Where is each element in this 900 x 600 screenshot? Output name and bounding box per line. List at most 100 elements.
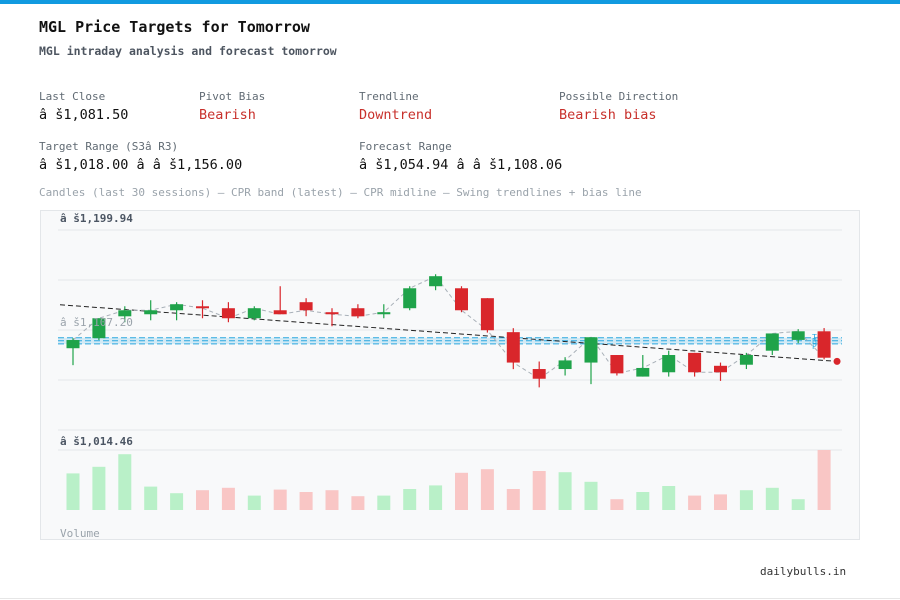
chart-caption: Candles (last 30 sessions) – CPR band (l…	[39, 186, 642, 199]
bias-endpoint	[833, 357, 841, 365]
chart-panel	[40, 210, 860, 540]
bias-trendline	[59, 304, 838, 362]
volume-bar	[455, 472, 468, 510]
candle-body	[144, 310, 158, 315]
page-subtitle: MGL intraday analysis and forecast tomor…	[39, 44, 337, 58]
candle-body	[817, 331, 831, 358]
candle-body	[351, 308, 365, 317]
volume-layer	[66, 450, 831, 510]
candle-body	[506, 332, 520, 363]
y-label-top: â š1,199.94	[60, 212, 133, 225]
stat-value: Bearish	[199, 107, 256, 123]
candle-body	[118, 310, 132, 317]
stat-trendline: Trendline Downtrend	[359, 90, 432, 124]
candle-body	[325, 312, 339, 315]
close-line	[72, 275, 825, 380]
candle-body	[403, 288, 417, 309]
volume-bar	[273, 489, 287, 510]
candle-body	[92, 318, 106, 339]
volume-bar	[532, 471, 546, 510]
candle-body	[636, 367, 650, 377]
volume-bar	[739, 490, 753, 510]
stat-label: Target Range (S3â R3)	[39, 140, 179, 153]
cpr-band-label: P	[812, 342, 817, 351]
volume-bar	[403, 489, 417, 510]
candle-body	[196, 306, 209, 309]
stat-value: Bearish bias	[559, 107, 657, 123]
volume-bar	[325, 490, 339, 510]
volume-bar	[144, 486, 158, 510]
candle-body	[584, 337, 598, 363]
candle-body	[66, 340, 80, 349]
stat-target-range: Target Range (S3â R3) â š1,018.00 â â š1…	[39, 140, 242, 174]
volume-bar	[506, 489, 520, 510]
candle-body	[765, 333, 779, 351]
volume-label: Volume	[60, 527, 100, 540]
y-label-mid: â š1,107.20	[60, 316, 133, 329]
candle-body	[662, 355, 676, 373]
cpr-band-label: BC	[812, 337, 822, 346]
footer-brand: dailybulls.in	[760, 565, 847, 578]
volume-bar	[662, 486, 676, 510]
candle-body	[532, 369, 546, 379]
stat-value: â š1,054.94 â â š1,108.06	[359, 157, 563, 173]
cpr-band-label: TC	[812, 333, 822, 342]
stat-value: â š1,081.50	[39, 107, 129, 123]
candle-body	[247, 308, 261, 319]
volume-bar	[221, 487, 235, 510]
volume-bar	[429, 485, 443, 510]
volume-bar	[558, 472, 572, 510]
candle-body	[739, 355, 753, 365]
volume-bar	[765, 487, 779, 510]
stat-value: Downtrend	[359, 107, 433, 123]
stat-label: Possible Direction	[559, 90, 679, 103]
y-label-bottom: â š1,014.46	[60, 435, 133, 448]
volume-bar	[92, 466, 106, 510]
candle-body	[377, 312, 391, 315]
candle-body	[480, 298, 494, 331]
page-title: MGL Price Targets for Tomorrow	[39, 18, 310, 36]
candle-body	[558, 360, 572, 370]
stat-label: Pivot Bias	[199, 90, 266, 103]
stat-label: Last Close	[39, 90, 106, 103]
candle-body	[610, 355, 624, 374]
volume-bar	[817, 450, 831, 510]
volume-bar	[247, 495, 261, 510]
stat-possible-direction: Possible Direction Bearish bias	[559, 90, 678, 124]
candle-body	[299, 302, 313, 311]
candle-body	[221, 308, 235, 319]
candle-layer	[66, 274, 831, 388]
volume-bar	[714, 494, 727, 510]
volume-bar	[196, 490, 209, 510]
candle-body	[429, 276, 443, 287]
volume-bar	[610, 499, 624, 510]
candle-body	[791, 331, 805, 340]
candle-body	[455, 288, 468, 311]
candle-body	[170, 304, 184, 311]
volume-bar	[299, 492, 313, 510]
volume-bar	[688, 495, 702, 510]
volume-bar	[118, 454, 132, 510]
grid-layer	[58, 229, 842, 451]
candle-body	[714, 365, 727, 373]
stat-forecast-range: Forecast Range â š1,054.94 â â š1,108.06	[359, 140, 562, 174]
volume-bar	[636, 492, 650, 510]
volume-bar	[66, 473, 80, 510]
stat-pivot-bias: Pivot Bias Bearish	[199, 90, 265, 124]
bottom-divider	[0, 598, 900, 599]
volume-bar	[170, 493, 184, 510]
stat-label: Forecast Range	[359, 140, 452, 153]
stat-value: â š1,018.00 â â š1,156.00	[39, 157, 243, 173]
stat-label: Trendline	[359, 90, 419, 103]
top-accent-bar	[0, 0, 900, 4]
candle-body	[273, 310, 287, 315]
volume-bar	[791, 499, 805, 510]
volume-bar	[377, 495, 391, 510]
candle-body	[688, 352, 702, 373]
trend-layer	[59, 275, 841, 380]
volume-bar	[480, 469, 494, 510]
volume-bar	[584, 481, 598, 510]
volume-bar	[351, 496, 365, 510]
